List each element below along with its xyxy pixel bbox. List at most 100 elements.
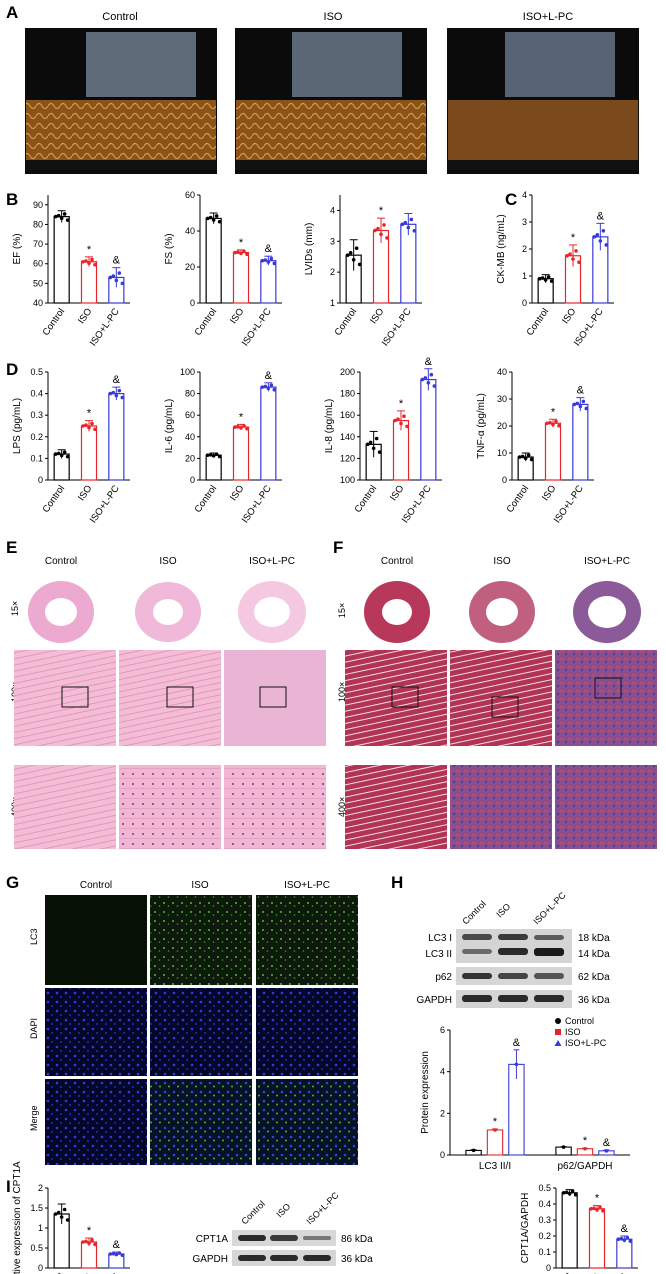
- data-point: [379, 232, 383, 236]
- data-point: [595, 1207, 599, 1212]
- y-axis-label: TNF-α (pg/mL): [476, 393, 487, 459]
- data-point: [93, 427, 97, 432]
- y-tick-label: 200: [340, 367, 355, 377]
- wb-i-gapdh-name: GAPDH: [192, 1254, 228, 1265]
- bar: [80, 261, 98, 304]
- he-col-isolpc: ISO+L-PC: [249, 556, 295, 567]
- significance-mark: *: [87, 408, 92, 420]
- data-point: [87, 425, 91, 430]
- y-tick-label: 0.2: [538, 1231, 551, 1241]
- data-point: [114, 1252, 119, 1257]
- x-tick-label: ISO: [76, 306, 94, 326]
- y-tick-label: 60: [185, 190, 195, 200]
- data-point: [543, 278, 548, 282]
- x-tick-label: p62/GAPDH: [557, 1161, 612, 1172]
- bar: [232, 252, 250, 304]
- data-point: [568, 252, 572, 256]
- echo-panel-control: Control: [25, 11, 217, 174]
- data-point: [214, 214, 219, 218]
- y-tick-label: 1: [522, 271, 527, 281]
- legend-label: ISO+L-PC: [565, 1038, 607, 1048]
- bar: [572, 403, 589, 481]
- chart-protein-expression: 0 2 4 6 Protein expression * & LC3 II/I * & p62/GA…: [420, 1016, 630, 1172]
- data-point: [111, 274, 116, 278]
- y-axis-label: Relative expression of CPT1A: [12, 1161, 23, 1274]
- masson-row-100x: 100×: [337, 682, 347, 702]
- significance-mark: *: [379, 205, 384, 217]
- wb-i-lane-isolpc: ISO+L-PC: [304, 1190, 341, 1227]
- data-point: [385, 236, 389, 240]
- x-tick-label: Control: [41, 306, 68, 337]
- y-tick-label: 0: [190, 298, 195, 308]
- wb-h-gapdh-blot: [456, 990, 572, 1008]
- data-point: [269, 256, 274, 261]
- data-point: [537, 276, 542, 281]
- x-tick-label: Control: [193, 306, 220, 337]
- data-point: [572, 402, 577, 407]
- data-point: [622, 1238, 627, 1242]
- data-point: [266, 260, 271, 264]
- significance-mark: &: [425, 356, 433, 368]
- data-point: [263, 258, 268, 262]
- data-point: [429, 372, 434, 377]
- data-point: [574, 249, 578, 253]
- data-point: [377, 450, 382, 454]
- y-tick-label: 0.5: [30, 367, 43, 377]
- y-tick-label: 100: [180, 367, 195, 377]
- bar: [561, 1192, 578, 1269]
- data-point: [272, 261, 277, 266]
- y-tick-label: 0: [190, 475, 195, 485]
- bar: [80, 425, 98, 481]
- panel-label-a: A: [6, 3, 18, 22]
- wb-i-gapdh-blot: [232, 1250, 336, 1266]
- he-100x-row: [14, 650, 326, 746]
- data-point: [81, 1240, 85, 1244]
- y-tick-label: 0.2: [30, 432, 43, 442]
- y-tick-label: 10: [497, 448, 507, 458]
- data-point: [59, 453, 64, 458]
- data-point: [561, 1145, 566, 1149]
- data-point: [426, 381, 431, 385]
- data-point: [84, 423, 88, 427]
- y-tick-label: 2: [330, 267, 335, 277]
- data-point: [406, 225, 411, 230]
- he-col-iso: ISO: [159, 556, 176, 567]
- echo-title-isolpc: ISO+L-PC: [523, 11, 573, 23]
- panel-label-d: D: [6, 360, 18, 379]
- data-point: [205, 453, 210, 457]
- significance-mark: *: [239, 237, 244, 249]
- y-tick-label: 100: [340, 475, 355, 485]
- data-point: [570, 1189, 575, 1194]
- panel-label-f: F: [333, 538, 343, 557]
- data-point: [108, 391, 113, 396]
- data-point: [351, 258, 356, 262]
- data-point: [214, 452, 219, 456]
- x-tick-label: ISO: [228, 306, 246, 326]
- wb-h-p62-name: p62: [435, 972, 452, 983]
- wb-h-lc3i-kda: 18 kDa: [578, 933, 610, 944]
- data-point: [432, 384, 437, 388]
- data-point: [272, 387, 277, 392]
- y-axis-label: LVIDs (mm): [304, 223, 315, 276]
- y-tick-label: 1: [330, 298, 335, 308]
- y-axis-label: FS (%): [164, 233, 175, 264]
- data-point: [540, 276, 545, 280]
- wb-i-cpt1a-kda: 86 kDa: [341, 1234, 373, 1245]
- data-point: [420, 377, 425, 382]
- x-tick-label: ISO: [540, 483, 558, 503]
- significance-mark: *: [87, 244, 92, 256]
- y-tick-label: 2: [38, 1183, 43, 1193]
- data-point: [217, 219, 222, 224]
- echo-title-iso: ISO: [324, 11, 343, 23]
- bar: [486, 1129, 504, 1156]
- data-point: [619, 1236, 624, 1241]
- wb-i-gapdh-kda: 36 kDa: [341, 1254, 373, 1265]
- if-col-isolpc: ISO+L-PC: [284, 880, 330, 891]
- y-tick-label: 90: [33, 200, 43, 210]
